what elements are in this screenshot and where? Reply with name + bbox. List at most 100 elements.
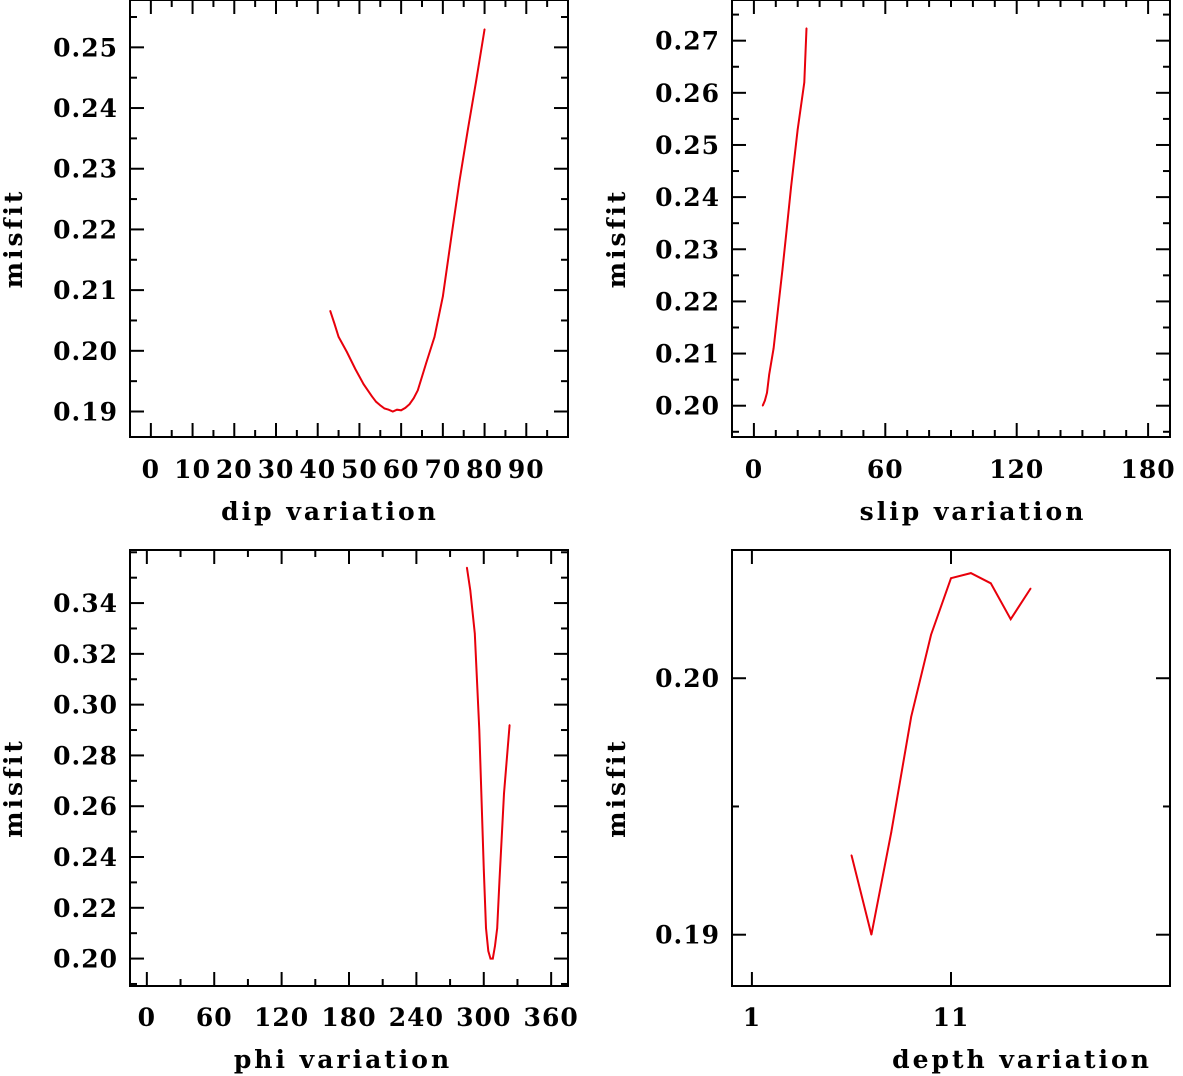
- y-tick-label-0_32: 0.32: [53, 640, 118, 669]
- data-point: [777, 308, 779, 311]
- data-point: [766, 391, 768, 394]
- y-tick-label-0_2: 0.20: [655, 392, 720, 421]
- data-point: [329, 309, 332, 312]
- data-point: [764, 399, 766, 402]
- data-point: [354, 368, 357, 370]
- data-point: [494, 945, 496, 947]
- x-tick-label-300: 300: [456, 1003, 511, 1032]
- x-tick-label-20: 20: [216, 455, 253, 484]
- x-tick-label-30: 30: [258, 455, 295, 484]
- data-point: [346, 351, 348, 353]
- data-point: [489, 957, 492, 960]
- data-point: [850, 854, 853, 856]
- plot-frame: [129, 549, 569, 987]
- plot-frame: [731, 549, 1171, 987]
- y-axis-label: misfit: [0, 189, 28, 289]
- data-point: [404, 407, 407, 409]
- dip-variation-panel: 0.19 0.20 0.21 0.22 0.23 0.24 0.25 0 10 20 30 40 50 6…: [0, 0, 569, 526]
- data-point: [805, 27, 808, 29]
- x-tick-label-180: 180: [321, 1003, 376, 1032]
- data-point: [371, 395, 373, 398]
- x-tick-label-0: 0: [745, 455, 763, 484]
- x-tick-label-60: 60: [196, 1003, 233, 1032]
- plot-frame: [731, 0, 1171, 438]
- data-point: [375, 400, 377, 403]
- x-tick-label-0: 0: [138, 1003, 156, 1032]
- y-axis-label: misfit: [602, 189, 631, 289]
- data-point: [785, 227, 788, 230]
- data-point: [362, 383, 365, 385]
- y-tick-label-0_21: 0.21: [53, 276, 118, 305]
- data-point: [458, 180, 461, 182]
- x-axis-label: slip variation: [860, 497, 1087, 526]
- x-tick-label-50: 50: [341, 455, 378, 484]
- misfit-curve: [761, 28, 808, 407]
- data-point: [790, 185, 792, 188]
- data-point: [491, 957, 494, 960]
- x-tick-label-60: 60: [867, 455, 904, 484]
- y-tick-label-0_25: 0.25: [53, 33, 118, 62]
- data-point: [425, 362, 427, 364]
- x-tick-label-60: 60: [383, 455, 420, 484]
- y-tick-label-0_23: 0.23: [655, 235, 720, 264]
- data-point: [990, 582, 992, 585]
- x-tick-label-360: 360: [524, 1003, 579, 1032]
- data-point: [796, 128, 799, 131]
- y-tick-label-0_19: 0.19: [53, 398, 118, 427]
- data-point: [469, 589, 472, 592]
- y-axis-label: misfit: [602, 738, 631, 838]
- data-point: [930, 633, 932, 636]
- y-tick-label-0_22: 0.22: [655, 287, 720, 316]
- data-point: [483, 28, 486, 30]
- data-point: [412, 397, 415, 399]
- data-point: [482, 868, 485, 871]
- x-axis-label: phi variation: [234, 1045, 452, 1074]
- x-tick-label-1: 1: [743, 1003, 761, 1032]
- x-tick-label-0: 0: [142, 455, 160, 484]
- y-tick-label-0_22: 0.22: [53, 894, 118, 923]
- y-tick-label-0_24: 0.24: [53, 94, 118, 123]
- x-axis-label: depth variation: [892, 1045, 1152, 1074]
- data-point: [442, 295, 444, 297]
- data-point: [467, 128, 469, 131]
- data-point: [772, 347, 775, 350]
- y-tick-label-0_2: 0.20: [53, 337, 118, 366]
- data-point: [503, 792, 505, 795]
- data-point: [970, 572, 972, 574]
- x-tick-label-11: 11: [933, 1003, 970, 1032]
- data-point: [466, 566, 468, 569]
- data-point: [487, 950, 490, 952]
- y-tick-label-0_23: 0.23: [53, 155, 118, 184]
- x-axis-label: dip variation: [221, 497, 439, 526]
- x-tick-label-120: 120: [989, 455, 1044, 484]
- y-tick-label-0_22: 0.22: [53, 215, 118, 244]
- y-tick-label-0_21: 0.21: [655, 340, 720, 369]
- data-point: [870, 933, 873, 936]
- y-tick-label-0_2: 0.20: [655, 664, 720, 693]
- y-tick-label-0_26: 0.26: [655, 79, 720, 108]
- misfit-curve: [329, 28, 486, 413]
- data-point: [781, 269, 784, 271]
- data-point: [478, 729, 481, 731]
- data-point: [485, 927, 487, 929]
- data-point: [400, 409, 402, 412]
- data-point: [803, 81, 806, 84]
- y-tick-label-0_24: 0.24: [53, 843, 118, 872]
- y-tick-label-0_2: 0.20: [53, 945, 118, 974]
- data-point: [761, 404, 764, 407]
- y-tick-label-0_3: 0.30: [53, 691, 118, 720]
- x-tick-label-70: 70: [424, 455, 461, 484]
- data-point: [392, 410, 394, 413]
- data-point: [950, 577, 952, 580]
- data-point: [417, 389, 419, 392]
- data-point: [498, 879, 501, 881]
- y-tick-label-0_24: 0.24: [655, 183, 720, 212]
- data-point: [475, 79, 478, 82]
- data-point: [1029, 587, 1032, 590]
- x-tick-label-240: 240: [389, 1003, 444, 1032]
- data-point: [450, 237, 453, 239]
- data-point: [433, 336, 436, 338]
- data-point: [333, 322, 336, 325]
